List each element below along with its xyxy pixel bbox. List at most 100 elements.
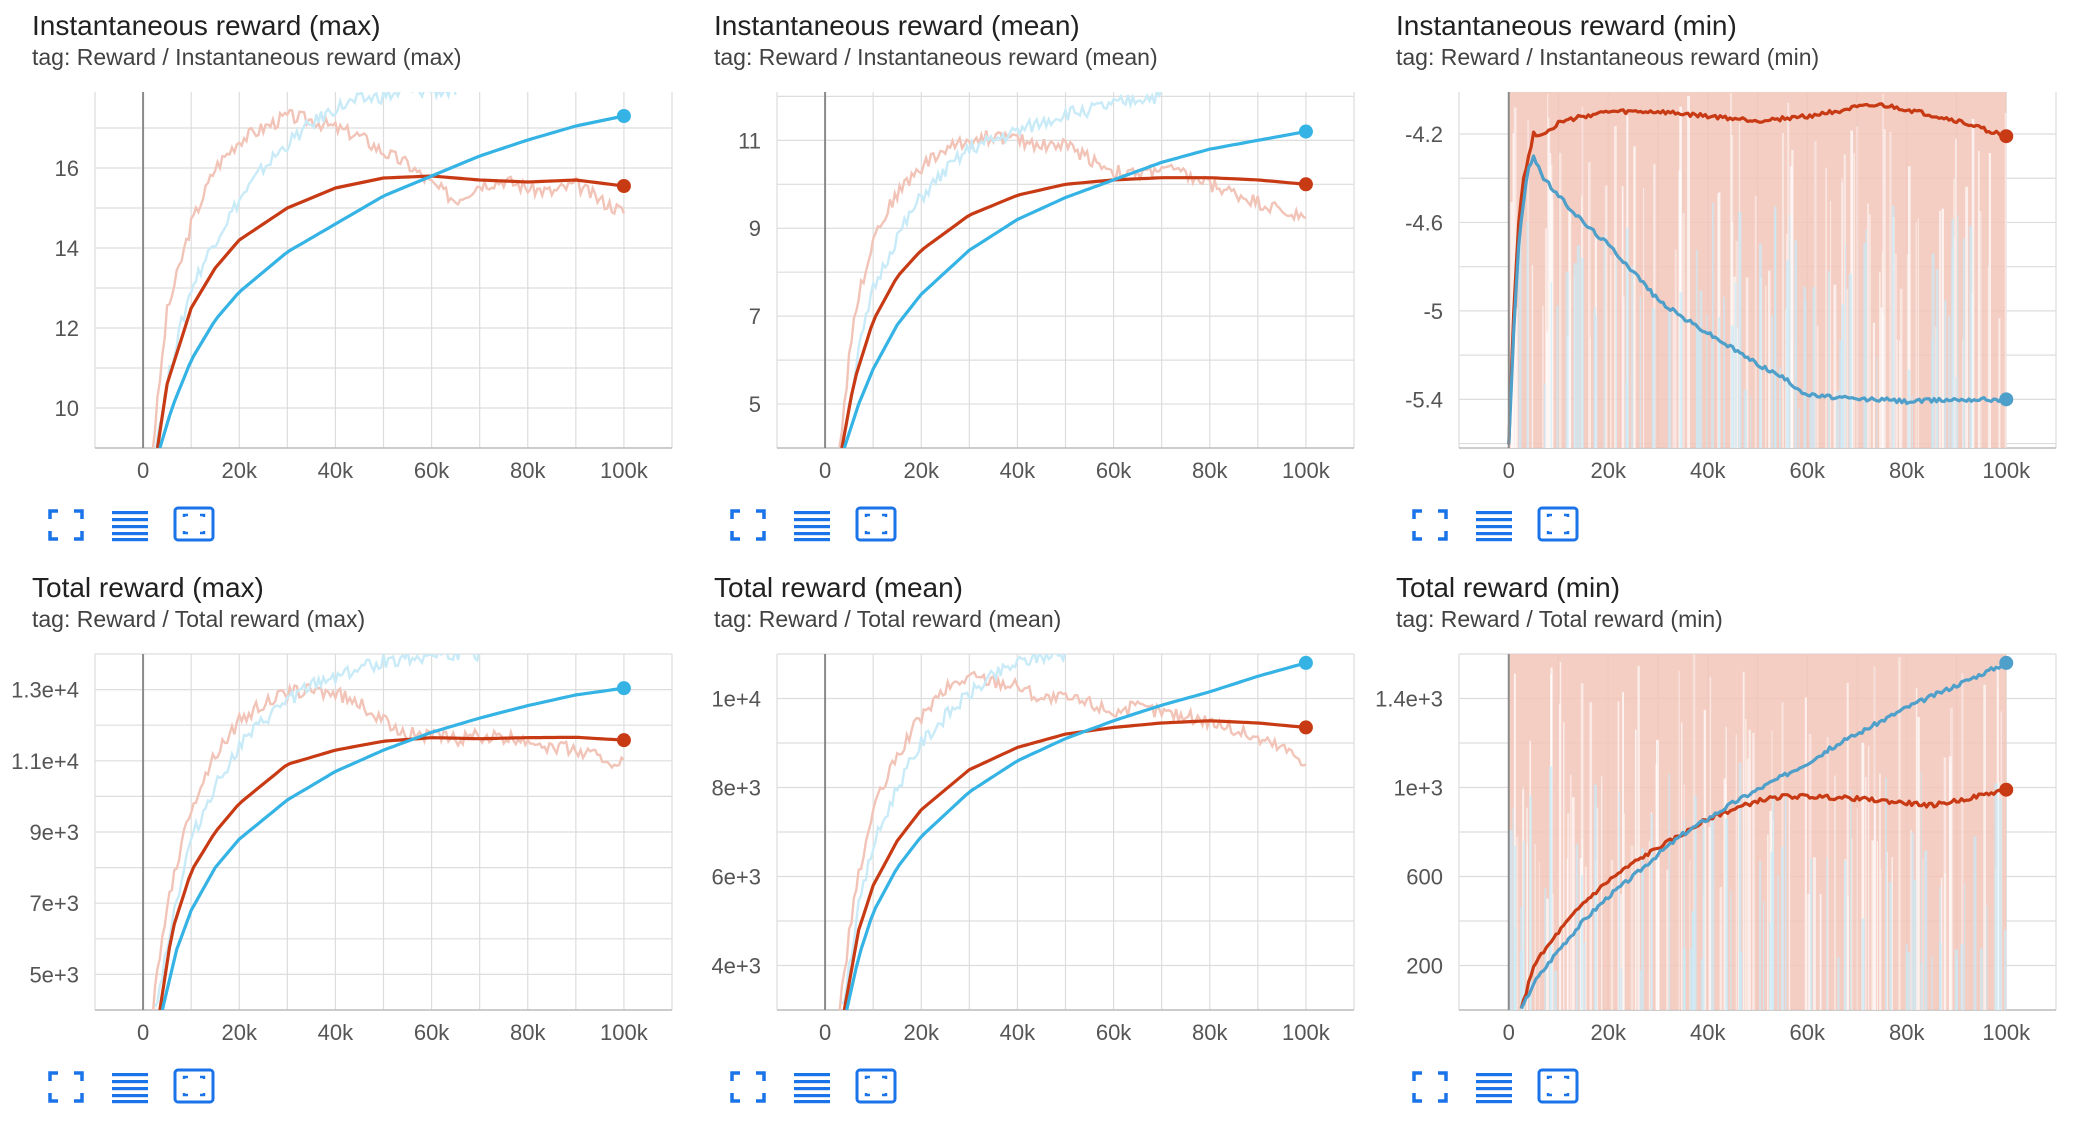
chart-card: Instantaneous reward (min) tag: Reward / … <box>1364 0 2084 562</box>
y-tick-label: 5 <box>749 392 761 417</box>
x-tick-label: 100k <box>1282 1020 1331 1045</box>
fit-domain-button[interactable] <box>172 1067 216 1105</box>
x-tick-label: 60k <box>1790 1020 1826 1045</box>
line-chart: 0 20k 40k 60k 80k 100k -4.2 -4.6 -5 -5.4 <box>1405 92 2057 483</box>
x-tick-label: 80k <box>1889 1020 1925 1045</box>
series-end-marker <box>1999 392 2014 407</box>
data-table-button[interactable] <box>108 505 152 543</box>
x-tick-label: 40k <box>1000 458 1036 483</box>
series-end-marker <box>1298 177 1313 192</box>
raw-series-line <box>152 682 625 1010</box>
line-chart: 0 20k 40k 60k 80k 100k 10 12 14 16 <box>55 92 673 483</box>
data-table-icon <box>794 511 830 542</box>
variance-band <box>1508 92 2007 448</box>
chart-tag: tag: Reward / Total reward (max) <box>32 606 366 632</box>
x-tick-label: 60k <box>1096 1020 1132 1045</box>
series-end-marker <box>616 179 631 193</box>
y-tick-label: 6e+3 <box>711 865 761 890</box>
fullscreen-button[interactable] <box>726 1067 770 1105</box>
chart-title: Total reward (mean) <box>714 572 963 603</box>
x-tick-label: 80k <box>1192 1020 1228 1045</box>
x-tick-label: 0 <box>819 458 831 483</box>
data-table-button[interactable] <box>1472 505 1516 543</box>
series-end-marker <box>616 733 631 748</box>
chart-title: Instantaneous reward (min) <box>1396 10 1737 41</box>
data-table-button[interactable] <box>790 505 834 543</box>
fullscreen-icon <box>48 1071 84 1103</box>
series-line <box>845 662 1304 1010</box>
series-line <box>158 735 622 1010</box>
x-tick-label: 60k <box>414 458 450 483</box>
data-table-icon <box>794 1073 830 1104</box>
series-end-marker <box>616 109 631 123</box>
x-tick-label: 20k <box>904 458 940 483</box>
data-table-button[interactable] <box>108 1067 152 1105</box>
y-tick-label: 14 <box>55 236 79 261</box>
x-tick-label: 100k <box>600 458 649 483</box>
line-chart: 0 20k 40k 60k 80k 100k 4e+3 6e+3 8e+3 1e+4 <box>711 653 1355 1045</box>
chart-card: Total reward (min) tag: Reward / Total re… <box>1364 562 2084 1124</box>
fit-domain-button[interactable] <box>854 505 898 543</box>
chart-title: Total reward (min) <box>1396 572 1621 603</box>
y-tick-label: 1.4e+3 <box>1375 687 1443 712</box>
series-end-marker <box>1298 720 1313 735</box>
y-tick-label: 600 <box>1406 865 1443 890</box>
fit-domain-icon <box>855 506 897 542</box>
x-tick-label: 60k <box>1790 458 1826 483</box>
fullscreen-icon <box>730 1071 766 1103</box>
y-tick-label: 8e+3 <box>711 776 761 801</box>
series-end-marker <box>1298 655 1313 670</box>
fullscreen-button[interactable] <box>44 1067 88 1105</box>
data-table-button[interactable] <box>790 1067 834 1105</box>
fullscreen-button[interactable] <box>1408 1067 1452 1105</box>
series-line <box>1507 102 2007 445</box>
line-chart: 0 20k 40k 60k 80k 100k 5 7 9 11 <box>738 92 1355 483</box>
x-tick-label: 0 <box>137 458 149 483</box>
y-tick-label: 1.3e+4 <box>11 678 79 703</box>
y-tick-label: 1e+3 <box>1393 776 1443 801</box>
y-tick-label: -5 <box>1423 299 1443 324</box>
data-table-icon <box>1476 1073 1512 1104</box>
fullscreen-button[interactable] <box>1408 505 1452 543</box>
y-tick-label: 11 <box>738 128 761 153</box>
series-end-marker <box>1999 129 2014 144</box>
data-table-button[interactable] <box>1472 1067 1516 1105</box>
fullscreen-button[interactable] <box>726 505 770 543</box>
data-table-icon <box>112 511 148 542</box>
chart-title: Instantaneous reward (max) <box>32 10 381 41</box>
series-line <box>1519 660 2008 1010</box>
fit-domain-button[interactable] <box>1536 505 1580 543</box>
x-tick-label: 40k <box>318 1020 354 1045</box>
y-tick-label: 4e+3 <box>711 954 761 979</box>
series-line <box>155 174 625 448</box>
y-tick-label: 1e+4 <box>711 687 761 712</box>
raw-series-line <box>838 130 1307 448</box>
x-tick-label: 40k <box>1690 1020 1726 1045</box>
fullscreen-icon <box>48 509 84 541</box>
raw-series-line <box>841 654 1066 1005</box>
chart-tag: tag: Reward / Total reward (mean) <box>714 606 1062 632</box>
fit-domain-button[interactable] <box>172 505 216 543</box>
x-tick-label: 80k <box>1192 458 1228 483</box>
fit-domain-icon <box>1537 1068 1579 1104</box>
fit-domain-button[interactable] <box>854 1067 898 1105</box>
fullscreen-button[interactable] <box>44 505 88 543</box>
x-tick-label: 0 <box>1503 1020 1515 1045</box>
chart-tag: tag: Reward / Instantaneous reward (max) <box>32 44 462 70</box>
x-tick-label: 100k <box>1982 458 2031 483</box>
x-tick-label: 20k <box>1591 1020 1627 1045</box>
y-tick-label: 10 <box>55 396 79 421</box>
chart-tag: tag: Reward / Instantaneous reward (min) <box>1396 44 1820 70</box>
x-tick-label: 0 <box>137 1020 149 1045</box>
fit-domain-icon <box>173 506 215 542</box>
data-table-icon <box>1476 511 1512 542</box>
series-line <box>842 130 1307 448</box>
chart-tag: tag: Reward / Instantaneous reward (mean… <box>714 44 1158 70</box>
chart-tag: tag: Reward / Total reward (min) <box>1396 606 1723 632</box>
raw-series-line <box>154 92 457 448</box>
x-tick-label: 20k <box>222 1020 258 1045</box>
x-tick-label: 80k <box>510 458 546 483</box>
fit-domain-button[interactable] <box>1536 1067 1580 1105</box>
y-tick-label: 9e+3 <box>29 820 79 845</box>
y-tick-label: 12 <box>55 316 79 341</box>
